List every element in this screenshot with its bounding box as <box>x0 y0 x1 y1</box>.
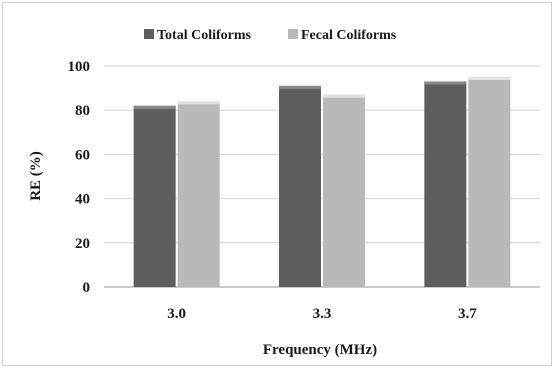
bars <box>133 77 511 287</box>
bar-body <box>468 77 511 287</box>
legend: Total Coliforms Fecal Coliforms <box>144 28 397 43</box>
y-tick-label: 0 <box>83 280 91 296</box>
bar-top <box>424 81 467 85</box>
bar-body <box>424 81 467 287</box>
bar-body <box>279 85 321 287</box>
bar-total-coliforms <box>279 85 321 287</box>
legend-swatch-fecal-coliforms <box>288 29 298 39</box>
bar-top <box>468 77 511 81</box>
bar-top <box>279 85 321 89</box>
x-tick-label: 3.0 <box>167 306 186 322</box>
y-tick-label: 80 <box>75 103 90 119</box>
x-tick-label: 3.7 <box>458 306 477 322</box>
y-tick-label: 60 <box>75 147 90 163</box>
bar-body <box>177 101 220 287</box>
y-tick-label: 20 <box>75 236 90 252</box>
x-tick-label: 3.3 <box>313 306 332 322</box>
x-axis-label: Frequency (MHz) <box>263 342 377 358</box>
bar-fecal-coliforms <box>177 101 220 287</box>
legend-label-total-coliforms: Total Coliforms <box>157 28 252 43</box>
y-tick-label: 100 <box>68 59 91 75</box>
y-tick-label: 40 <box>75 192 90 208</box>
y-axis-label: RE (%) <box>28 151 44 201</box>
bar-total-coliforms <box>133 105 176 287</box>
bar-top <box>177 101 220 105</box>
bar-top <box>133 105 176 109</box>
legend-swatch-total-coliforms <box>144 29 154 39</box>
bar-body <box>323 94 365 287</box>
gridlines <box>104 65 540 288</box>
y-tick-labels: 0 20 40 60 80 100 <box>68 59 91 296</box>
x-tick-labels: 3.0 3.3 3.7 <box>167 306 477 322</box>
bar-fecal-coliforms <box>323 94 365 287</box>
bar-fecal-coliforms <box>468 77 511 287</box>
bar-top <box>323 94 365 98</box>
legend-label-fecal-coliforms: Fecal Coliforms <box>301 28 397 43</box>
bar-body <box>133 105 176 287</box>
bar-total-coliforms <box>424 81 467 287</box>
